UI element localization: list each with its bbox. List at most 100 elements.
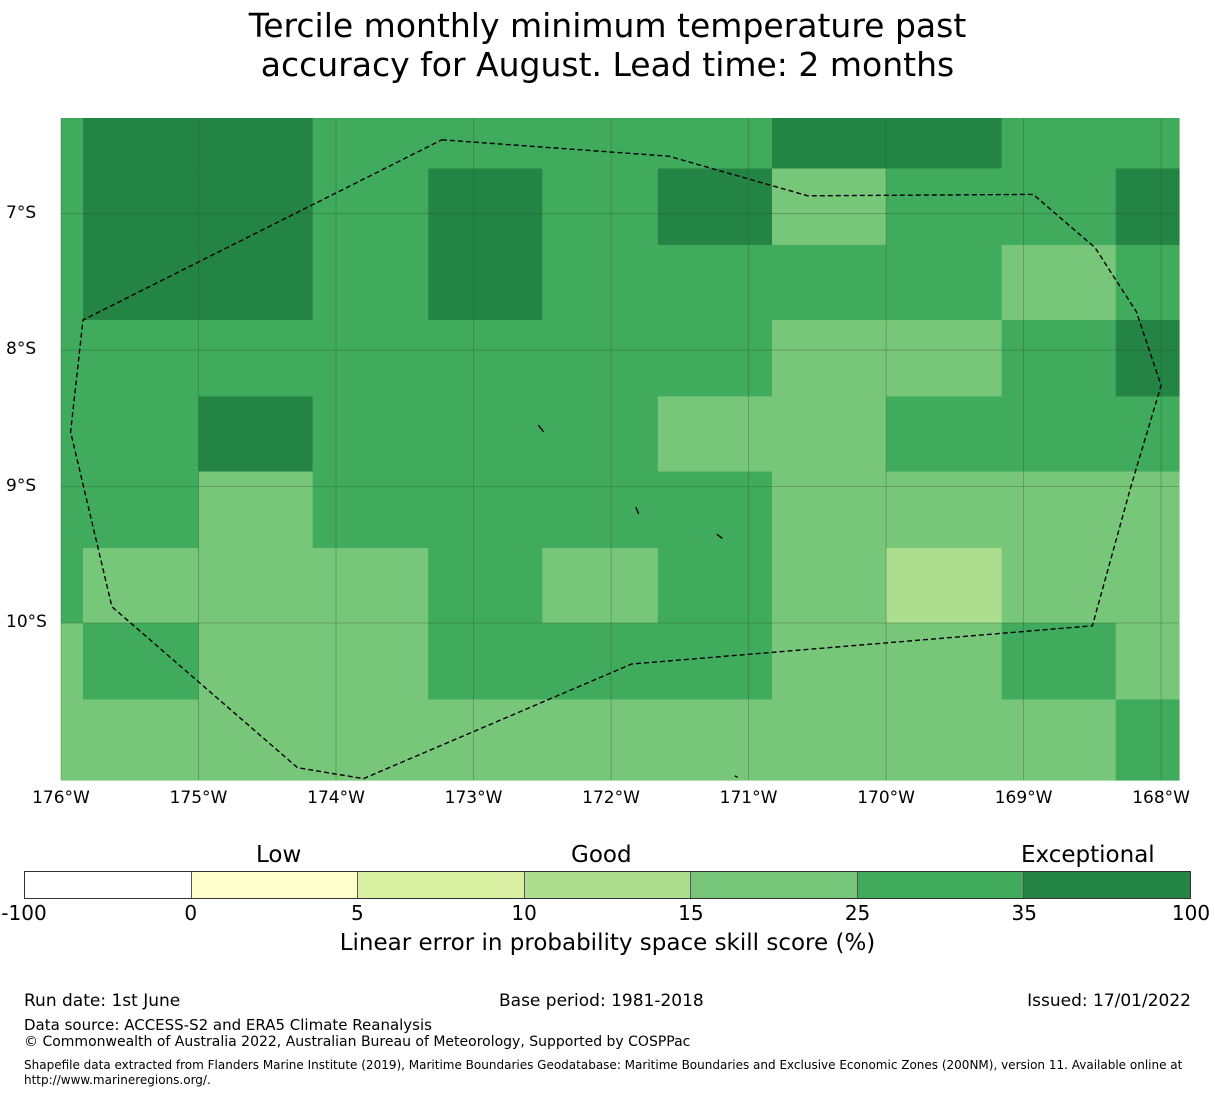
grid-cell	[198, 699, 314, 781]
grid-cell	[428, 471, 543, 549]
colorbar-tick-label: 0	[184, 901, 198, 925]
colorbar-segment	[856, 872, 1024, 898]
grid-cell	[1115, 396, 1180, 473]
colorbar-tick-label: 5	[351, 901, 364, 925]
grid-cell	[83, 699, 200, 781]
grid-cell	[61, 547, 84, 624]
grid-cell	[1001, 118, 1117, 170]
grid-cell	[61, 244, 84, 321]
longitude-tick-label: 175°W	[169, 788, 228, 808]
grid-cell	[771, 699, 887, 781]
latitude-tick-label: 10°S	[6, 612, 47, 633]
grid-cell	[83, 396, 200, 473]
category-low-label: Low	[256, 842, 302, 868]
latitude-tick-label: 8°S	[6, 339, 37, 360]
colorbar-segment	[1023, 872, 1191, 898]
grid-cell	[428, 547, 543, 624]
colorbar-label: Linear error in probability space skill …	[339, 930, 876, 956]
colorbar-tick-label: 100	[1171, 901, 1211, 925]
grid-cell	[61, 168, 84, 246]
colorbar-tick-label: 10	[511, 901, 537, 925]
grid-cell	[657, 168, 773, 246]
colorbar	[24, 871, 1191, 899]
grid-cell	[771, 623, 887, 701]
grid-cell	[1115, 320, 1180, 398]
grid-cell	[542, 244, 659, 321]
grid-cell	[771, 471, 887, 549]
grid-cell	[83, 547, 200, 624]
latitude-tick-label: 7°S	[6, 202, 37, 223]
eez-boundary	[69, 139, 1162, 780]
grid-cell	[771, 396, 887, 473]
colorbar-tick-label: 25	[844, 901, 871, 925]
longitude-tick-label: 168°W	[1132, 788, 1190, 808]
grid-cell	[61, 699, 84, 781]
longitude-tick-label: 169°W	[994, 788, 1053, 808]
colorbar-segment	[690, 872, 857, 898]
grid-cell	[61, 623, 84, 701]
grid-cell	[771, 320, 887, 398]
longitude-tick-label: 171°W	[719, 788, 778, 808]
grid-cell	[542, 396, 659, 473]
grid-cell	[312, 396, 429, 473]
longitude-tick-label: 172°W	[582, 788, 640, 808]
grid-cell	[657, 244, 773, 321]
grid-cell	[61, 118, 84, 170]
grid-cell	[542, 118, 659, 170]
grid-cell	[312, 320, 429, 398]
colorbar-segment	[523, 872, 691, 898]
grid-cell	[542, 471, 659, 549]
grid-cell	[1115, 471, 1180, 549]
grid-cell	[312, 244, 429, 321]
colorbar-tick-label: -100	[1, 901, 47, 925]
island-outline	[635, 506, 640, 515]
map-title-line-2: accuracy for August. Lead time: 2 months	[260, 45, 955, 84]
grid-cell	[83, 471, 200, 549]
grid-cell	[657, 471, 773, 549]
grid-cell	[1001, 244, 1117, 321]
grid-cell	[428, 699, 543, 781]
base-period: Base period: 1981-2018	[499, 991, 704, 1011]
colorbar-segment	[25, 872, 191, 898]
grid-cell	[771, 244, 887, 321]
shapefile-credit: Shapefile data extracted from Flanders M…	[24, 1058, 1183, 1087]
category-exceptional-label: Exceptional	[1021, 842, 1155, 868]
grid-cell	[1115, 699, 1180, 781]
grid-cell	[428, 168, 543, 246]
grid-cell	[886, 244, 1003, 321]
grid-cell	[428, 320, 543, 398]
issued-date: Issued: 17/01/2022	[1027, 991, 1191, 1011]
colorbar-segment	[190, 872, 358, 898]
grid-cell	[198, 118, 314, 170]
grid-cell	[542, 320, 659, 398]
grid-cell	[312, 168, 429, 246]
grid-cell	[657, 547, 773, 624]
grid-cell	[428, 623, 543, 701]
grid-cell	[198, 547, 314, 624]
grid-cell	[198, 320, 314, 398]
longitude-tick-label: 170°W	[857, 788, 915, 808]
grid-cell	[198, 168, 314, 246]
grid-cell	[1001, 547, 1117, 624]
grid-cell	[1001, 168, 1117, 246]
grid-cell	[1115, 244, 1180, 321]
grid-cell	[61, 320, 84, 398]
grid-cell	[886, 118, 1003, 170]
longitude-tick-label: 174°W	[307, 788, 365, 808]
eez-boundary-layer	[69, 139, 1162, 780]
grid-cell	[1115, 168, 1180, 246]
grid-cell	[1115, 118, 1180, 170]
grid-cell	[542, 699, 659, 781]
grid-cell	[1001, 396, 1117, 473]
grid-cell	[886, 396, 1003, 473]
run-date: Run date: 1st June	[24, 991, 181, 1011]
grid-cell	[1115, 547, 1180, 624]
colorbar-tick-label: 15	[678, 901, 704, 925]
grid-cell	[198, 396, 314, 473]
longitude-tick-label: 173°W	[444, 788, 503, 808]
grid-cell	[771, 168, 887, 246]
colorbar-segment	[357, 872, 524, 898]
grid-cell	[312, 623, 429, 701]
grid-cell	[886, 168, 1003, 246]
grid-cell	[312, 118, 429, 170]
